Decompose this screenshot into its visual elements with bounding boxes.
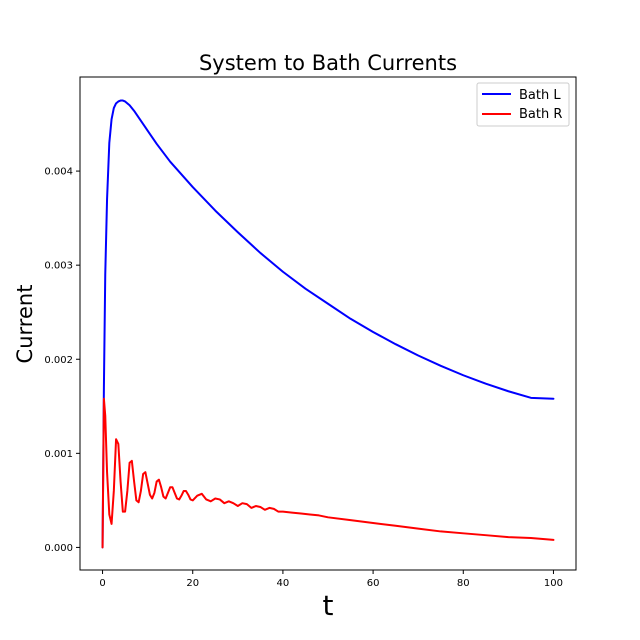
y-tick-label: 0.002 [44, 355, 73, 366]
x-tick-label: 80 [457, 578, 470, 589]
series-line-bath-r [101, 397, 555, 549]
plot-area [101, 99, 555, 549]
y-axis-label: Current [13, 285, 37, 364]
legend-label-bath-l: Bath L [519, 88, 561, 103]
chart-title: System to Bath Currents [199, 51, 457, 75]
series-line-bath-l [101, 99, 555, 549]
x-tick-label: 40 [277, 578, 290, 589]
axes-frame [79, 76, 577, 571]
y-tick-label: 0.000 [44, 543, 73, 554]
y-axis: 0.000 0.001 0.002 0.003 0.004 [44, 167, 80, 554]
y-tick-label: 0.001 [44, 449, 73, 460]
x-axis-label: t [323, 589, 334, 622]
x-tick-label: 0 [99, 578, 105, 589]
y-tick-label: 0.004 [44, 167, 73, 178]
legend-label-bath-r: Bath R [519, 107, 562, 122]
x-tick-label: 20 [186, 578, 199, 589]
x-tick-label: 100 [544, 578, 563, 589]
x-axis: 0 20 40 60 80 100 [99, 570, 563, 589]
y-tick-label: 0.003 [44, 261, 73, 272]
legend: Bath L Bath R [476, 82, 570, 127]
x-tick-label: 60 [367, 578, 380, 589]
